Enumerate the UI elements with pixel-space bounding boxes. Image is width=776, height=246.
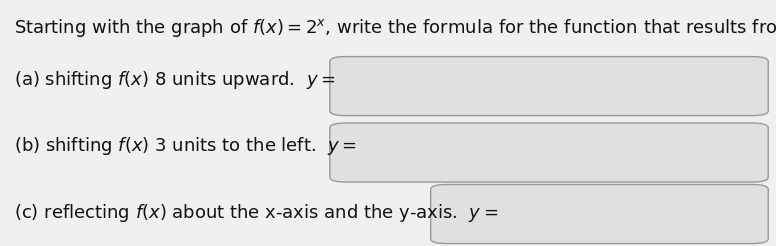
FancyBboxPatch shape bbox=[330, 123, 768, 182]
Text: (a) shifting $f(x)$ 8 units upward.  $y=$: (a) shifting $f(x)$ 8 units upward. $y=$ bbox=[14, 69, 335, 91]
FancyBboxPatch shape bbox=[431, 184, 768, 244]
Text: Starting with the graph of $f(x)=2^x$, write the formula for the function that r: Starting with the graph of $f(x)=2^x$, w… bbox=[14, 17, 776, 39]
FancyBboxPatch shape bbox=[330, 57, 768, 116]
Text: (c) reflecting $f(x)$ about the x-axis and the y-axis.  $y=$: (c) reflecting $f(x)$ about the x-axis a… bbox=[14, 202, 498, 224]
Text: (b) shifting $f(x)$ 3 units to the left.  $y=$: (b) shifting $f(x)$ 3 units to the left.… bbox=[14, 135, 357, 157]
